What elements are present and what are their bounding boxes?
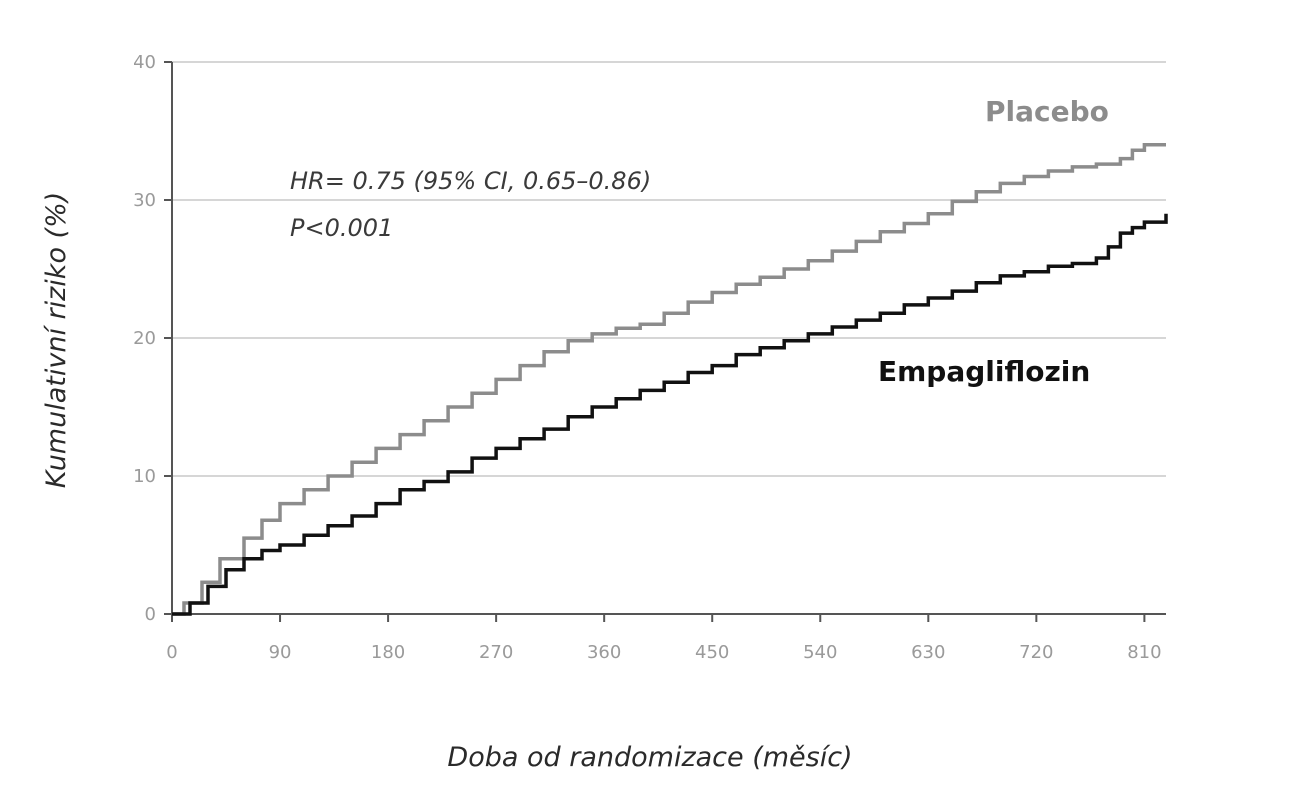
x-tick-label-540: 540 [803, 642, 837, 663]
ticks: 0 10 20 30 40 0 90 180 270 360 450 540 630 720 810 [133, 52, 1161, 663]
x-tick-label-630: 630 [911, 642, 945, 663]
x-tick-label-810: 810 [1127, 642, 1161, 663]
x-tick-label-90: 90 [269, 642, 292, 663]
series-line-empagliflozin [172, 213, 1168, 616]
x-axis-title: Doba od randomizace (měsíc) [447, 742, 852, 773]
hazard-ratio-annotation: HR= 0.75 (95% CI, 0.65–0.86) [290, 167, 651, 195]
y-tick-label-20: 20 [133, 328, 156, 349]
y-tick-label-40: 40 [133, 52, 156, 73]
y-tick-label-30: 30 [133, 190, 156, 211]
x-tick-label-180: 180 [371, 642, 405, 663]
p-value-annotation: P<0.001 [290, 214, 393, 242]
y-tick-label-10: 10 [133, 466, 156, 487]
series [172, 143, 1168, 616]
x-tick-label-720: 720 [1019, 642, 1053, 663]
x-tick-label-270: 270 [479, 642, 513, 663]
x-tick-label-360: 360 [587, 642, 621, 663]
x-tick-label-450: 450 [695, 642, 729, 663]
series-line-placebo [172, 143, 1166, 616]
y-tick-label-0: 0 [145, 604, 156, 625]
y-axis-title: Kumulativní riziko (%) [41, 192, 72, 489]
series-label-empagliflozin: Empagliflozin [878, 355, 1090, 388]
x-tick-label-0: 0 [166, 642, 177, 663]
series-label-placebo: Placebo [985, 95, 1109, 128]
grid-lines [172, 61, 1166, 477]
